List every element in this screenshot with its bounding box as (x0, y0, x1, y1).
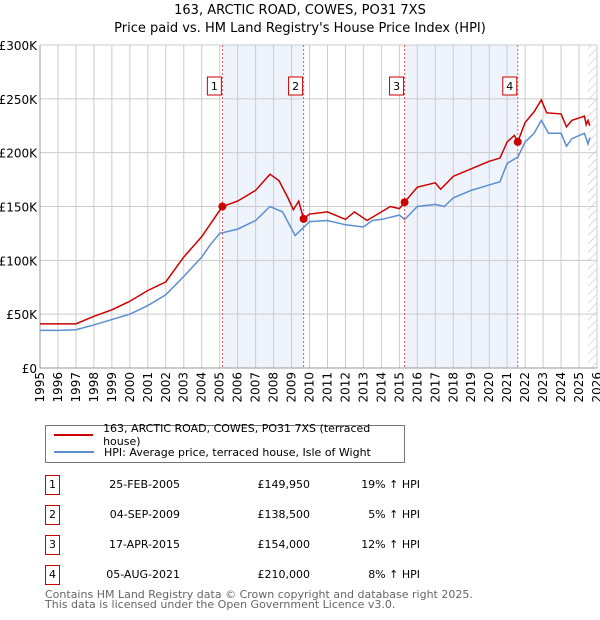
transaction-price: £138,500 (257, 508, 311, 521)
legend-label-property: 163, ARCTIC ROAD, COWES, PO31 7XS (terra… (103, 422, 371, 448)
x-tick-label: 2010 (303, 372, 317, 403)
transaction-hpi-change: 8% ↑ HPI (368, 568, 420, 581)
y-tick-label: £150K (0, 201, 38, 215)
x-tick-label: 2002 (159, 372, 173, 403)
x-tick-label: 2026 (590, 372, 600, 403)
sale-point (400, 198, 409, 207)
transaction-row: 1 25-FEB-2005 £149,950 19% ↑ HPI (45, 475, 445, 495)
x-tick-label: 2019 (464, 372, 478, 403)
transaction-hpi-change: 12% ↑ HPI (361, 538, 420, 551)
x-tick-label: 2020 (482, 372, 496, 403)
transaction-number: 1 (45, 475, 60, 495)
transaction-price: £149,950 (257, 478, 311, 491)
transaction-price: £154,000 (257, 538, 311, 551)
property-price-line (40, 98, 591, 325)
transaction-hpi-change: 19% ↑ HPI (361, 478, 420, 491)
transaction-hpi-change: 5% ↑ HPI (368, 508, 420, 521)
legend-item-hpi: HPI: Average price, terraced house, Isle… (54, 444, 371, 460)
sale-label-box (288, 76, 304, 96)
x-tick-label: 2023 (536, 372, 550, 403)
x-tick-label: 2015 (392, 372, 406, 403)
y-tick-label: £250K (0, 93, 38, 107)
footer-copyright: Contains HM Land Registry data © Crown c… (45, 588, 473, 601)
x-tick-label: 1998 (87, 372, 101, 403)
sale-label: 2 (292, 80, 299, 93)
sale-label-box (502, 76, 518, 96)
x-tick-label: 2006 (231, 372, 245, 403)
transaction-date: 17-APR-2015 (108, 538, 180, 551)
x-tick-label: 2017 (428, 372, 442, 403)
sale-label-box (206, 76, 222, 96)
transaction-number: 3 (45, 535, 60, 555)
x-tick-label: 2004 (195, 372, 209, 403)
x-tick-label: 2016 (410, 372, 424, 403)
legend-swatch-property (54, 434, 94, 436)
sale-label: 4 (506, 80, 513, 93)
transaction-date: 04-SEP-2009 (109, 508, 180, 521)
x-tick-label: 2021 (500, 372, 514, 403)
y-tick-label: £300K (0, 39, 38, 53)
y-tick-label: £100K (0, 254, 38, 268)
x-tick-label: 2005 (213, 372, 227, 403)
x-tick-label: 2007 (249, 372, 263, 403)
legend-label-hpi: HPI: Average price, terraced house, Isle… (104, 445, 371, 459)
x-tick-label: 1995 (33, 372, 47, 403)
transaction-row: 4 05-AUG-2021 £210,000 8% ↑ HPI (45, 565, 445, 585)
x-tick-label: 2011 (320, 372, 334, 403)
x-tick-label: 1996 (51, 372, 65, 403)
sale-label: 3 (393, 80, 400, 93)
x-tick-label: 2025 (572, 372, 586, 403)
transaction-number: 4 (45, 565, 60, 585)
y-tick-label: £200K (0, 147, 38, 161)
hpi-line (40, 118, 591, 332)
footer-licence: This data is licensed under the Open Gov… (45, 598, 396, 611)
x-tick-label: 2024 (554, 372, 568, 403)
x-tick-label: 2018 (446, 372, 460, 403)
chart-title: 163, ARCTIC ROAD, COWES, PO31 7XS (174, 3, 426, 18)
x-tick-label: 1999 (105, 372, 119, 403)
legend-item-property: 163, ARCTIC ROAD, COWES, PO31 7XS (terra… (54, 422, 404, 448)
price-chart: 1 2 3 4 £0 £50K £100K £150K £200K £250K £300K 1995 1… (0, 39, 600, 403)
x-tick-label: 2009 (285, 372, 299, 403)
y-tick-label: £0 (22, 362, 37, 376)
x-tick-label: 2022 (518, 372, 532, 403)
sale-point (218, 202, 227, 211)
x-tick-label: 2008 (267, 372, 281, 403)
x-tick-label: 2013 (356, 372, 370, 403)
x-tick-label: 2014 (374, 372, 388, 403)
sale-point (299, 214, 308, 223)
x-tick-label: 2000 (123, 372, 137, 403)
sale-label: 1 (211, 80, 218, 93)
y-tick-label: £50K (6, 308, 38, 322)
x-tick-label: 1997 (69, 372, 83, 403)
transaction-row: 2 04-SEP-2009 £138,500 5% ↑ HPI (45, 505, 445, 525)
x-tick-label: 2001 (141, 372, 155, 403)
chart-legend: 163, ARCTIC ROAD, COWES, PO31 7XS (terra… (45, 422, 405, 463)
chart-subtitle: Price paid vs. HM Land Registry's House … (114, 21, 486, 36)
transaction-price: £210,000 (257, 568, 311, 581)
sale-label-box (389, 76, 405, 96)
transaction-date: 25-FEB-2005 (109, 478, 180, 491)
transaction-row: 3 17-APR-2015 £154,000 12% ↑ HPI (45, 535, 445, 555)
sale-point (513, 137, 522, 146)
x-tick-label: 2012 (338, 372, 352, 403)
transaction-number: 2 (45, 505, 60, 525)
legend-swatch-hpi (54, 451, 94, 453)
x-tick-label: 2003 (177, 372, 191, 403)
transaction-date: 05-AUG-2021 (106, 568, 180, 581)
